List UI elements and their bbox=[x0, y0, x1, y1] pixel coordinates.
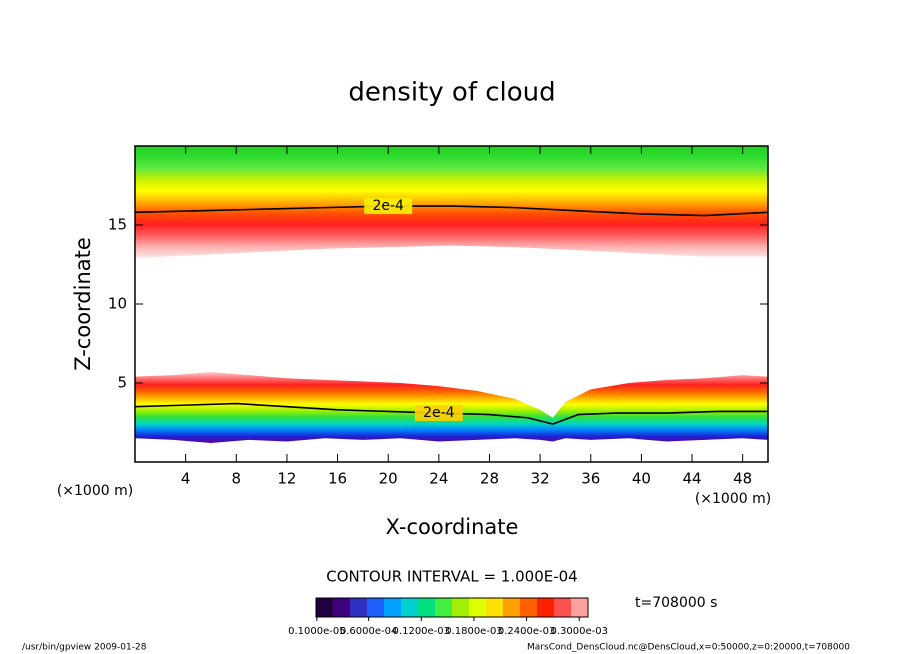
contour-label: 2e-4 bbox=[372, 198, 404, 214]
colorbar-swatch bbox=[401, 598, 419, 617]
colorbar-swatch bbox=[435, 598, 453, 617]
x-tick-label: 48 bbox=[733, 470, 752, 488]
contour-label-bg bbox=[414, 405, 463, 422]
y-tick-label: 5 bbox=[117, 374, 127, 392]
colorbar-label: 0.1200e-03 bbox=[393, 626, 450, 637]
colorbar-swatch bbox=[418, 598, 436, 617]
x-tick-label: 36 bbox=[581, 470, 600, 488]
x-tick-label: 32 bbox=[531, 470, 550, 488]
footer-left: /usr/bin/gpview 2009-01-28 bbox=[22, 643, 147, 653]
x-tick-label: 8 bbox=[232, 470, 242, 488]
colorbar-label: 0.6000e-04 bbox=[340, 626, 397, 637]
colorbar-label: 0.2400e-03 bbox=[498, 626, 555, 637]
cloud-field bbox=[135, 146, 768, 259]
x-tick-label: 28 bbox=[480, 470, 499, 488]
y-axis-label: Z-coordinate bbox=[71, 237, 95, 371]
colorbar-swatch bbox=[350, 598, 368, 617]
colorbar-swatch bbox=[554, 598, 572, 617]
y-tick-label: 15 bbox=[108, 216, 127, 234]
colorbar-swatch bbox=[537, 598, 555, 617]
x-tick-label: 40 bbox=[632, 470, 651, 488]
footer-right: MarsCond_DensCloud.nc@DensCloud,x=0:5000… bbox=[527, 643, 850, 653]
colorbar-swatch bbox=[452, 598, 470, 617]
x-axis-label: X-coordinate bbox=[386, 515, 519, 539]
time-label: t=708000 s bbox=[635, 595, 717, 611]
x-tick-label: 24 bbox=[429, 470, 448, 488]
contour-label: 2e-4 bbox=[423, 405, 455, 421]
y-tick-label: 10 bbox=[108, 295, 127, 313]
colorbar-label: 0.1800e-03 bbox=[445, 626, 502, 637]
contour-label-bg bbox=[364, 198, 413, 215]
contour-interval: CONTOUR INTERVAL = 1.000E-04 bbox=[326, 568, 577, 586]
colorbar-swatch bbox=[571, 598, 589, 617]
x-unit: (×1000 m) bbox=[695, 491, 771, 507]
y-unit: (×1000 m) bbox=[57, 483, 133, 499]
x-tick-label: 4 bbox=[181, 470, 191, 488]
contour-line bbox=[135, 205, 768, 217]
colorbar-swatch bbox=[503, 598, 521, 617]
colorbar-frame bbox=[315, 597, 589, 618]
colorbar-swatch bbox=[316, 598, 334, 617]
x-tick-label: 12 bbox=[277, 470, 296, 488]
colorbar-swatch bbox=[333, 598, 351, 617]
colorbar-swatch bbox=[486, 598, 504, 617]
x-tick-label: 16 bbox=[328, 470, 347, 488]
colorbar-swatch bbox=[520, 598, 538, 617]
colorbar-swatch bbox=[469, 598, 487, 617]
colorbar-label: 0.3000e-03 bbox=[550, 626, 607, 637]
contour-line bbox=[135, 402, 768, 425]
x-tick-label: 20 bbox=[379, 470, 398, 488]
colorbar-label: 0.1000e-05 bbox=[288, 626, 345, 637]
colorbar-swatch bbox=[384, 598, 402, 617]
colorbar-swatch bbox=[367, 598, 385, 617]
chart-title: density of cloud bbox=[348, 78, 555, 108]
x-tick-label: 44 bbox=[682, 470, 701, 488]
